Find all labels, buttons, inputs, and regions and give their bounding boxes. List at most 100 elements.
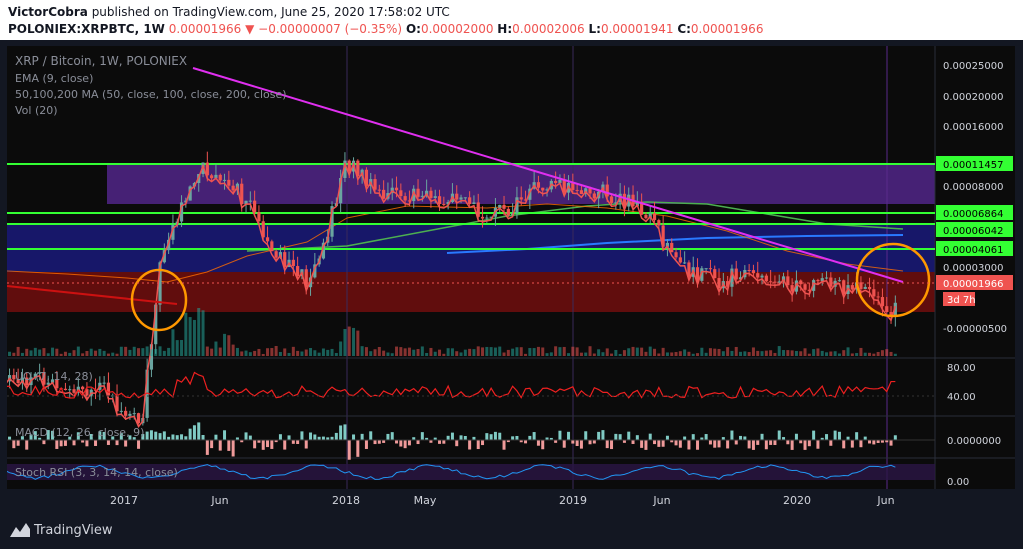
macd-bar: [807, 440, 811, 447]
volume-bar: [33, 347, 37, 356]
volume-bar: [42, 348, 46, 356]
volume-bar: [429, 347, 433, 356]
macd-bar: [588, 440, 592, 445]
macd-bar: [863, 436, 867, 440]
macd-bar: [485, 433, 489, 440]
volume-bar: [382, 350, 386, 356]
macd-bar: [575, 440, 579, 447]
volume-bar: [777, 346, 781, 356]
price-axis-label: 0.00020000: [943, 92, 1003, 103]
candle-body: [244, 200, 248, 205]
candle-body: [536, 182, 541, 188]
tradingview-logo-icon[interactable]: [10, 521, 30, 539]
volume-bar: [756, 350, 760, 356]
volume-bar: [515, 347, 519, 356]
price-axis[interactable]: 0.00025000 0.00020000 0.00016000 0.00011457…: [936, 61, 1013, 335]
candle-body: [343, 160, 347, 179]
volume-bar: [511, 348, 515, 356]
volume-bar: [304, 349, 308, 356]
macd-bar: [274, 440, 278, 443]
macd-bar: [171, 434, 175, 440]
macd-bar: [29, 434, 33, 440]
macd-bar: [98, 431, 102, 440]
macd-bar: [498, 432, 502, 440]
macd-bar: [197, 422, 201, 440]
volume-bar: [468, 348, 472, 356]
macd-bar: [635, 435, 639, 440]
price-axis-label: -0.00000500: [943, 324, 1007, 335]
macd-bar: [309, 432, 313, 440]
price-axis-label: 0.00011457: [943, 160, 1003, 171]
macd-bar: [188, 428, 192, 440]
price-axis-label: 0.00003000: [943, 263, 1003, 274]
volume-bar: [588, 346, 592, 356]
macd-bar: [597, 431, 601, 440]
macd-bar: [38, 437, 42, 440]
macd-bar: [734, 440, 738, 445]
candle-body: [756, 273, 760, 278]
low-label: L:: [588, 22, 601, 36]
volume-bar: [399, 347, 403, 356]
highlight-circle-2017: [130, 268, 188, 332]
macd-bar: [515, 435, 519, 440]
volume-bar: [416, 349, 420, 356]
macd-bar: [545, 437, 549, 440]
macd-bar: [304, 440, 308, 449]
volume-bar: [235, 347, 239, 356]
volume-bar: [812, 349, 816, 356]
macd-bar: [859, 440, 863, 448]
volume-bar: [369, 351, 373, 356]
volume-bar: [115, 353, 119, 356]
volume-bar: [171, 329, 175, 356]
volume-bar: [85, 350, 89, 356]
macd-bar: [395, 440, 399, 444]
macd-bar: [726, 440, 730, 449]
candle-body: [790, 285, 794, 292]
volume-bar: [321, 348, 325, 356]
macd-bar: [89, 434, 93, 440]
volume-bar: [317, 352, 321, 356]
candle-body: [377, 189, 381, 191]
macd-bar: [167, 436, 171, 440]
macd-bar: [352, 434, 356, 440]
candle-body: [489, 216, 493, 218]
volume-bar: [158, 346, 162, 356]
macd-bar: [627, 431, 631, 440]
candle-body: [730, 268, 734, 287]
candle-body: [824, 277, 829, 279]
volume-bar: [850, 353, 854, 356]
candle-body: [558, 179, 562, 183]
close-price-line: [0, 161, 897, 429]
candle-body: [829, 277, 833, 287]
candle-body: [68, 389, 72, 391]
author-name[interactable]: VictorCobra: [8, 5, 88, 19]
volume-bar: [111, 352, 115, 356]
candle-body: [270, 241, 274, 252]
macd-bar: [670, 440, 674, 443]
countdown-badge: [943, 292, 975, 306]
volume-bar: [124, 346, 128, 356]
volume-bar: [717, 348, 721, 356]
candle-body: [876, 296, 880, 298]
candle-body: [708, 268, 713, 270]
candle-body: [85, 389, 89, 397]
macd-bar: [739, 435, 743, 440]
price-label-badge: [936, 222, 1013, 237]
price-chart[interactable]: XRP / Bitcoin, 1W, POLONIEX EMA (9, clos…: [0, 46, 1015, 489]
open-value: 0.00002000: [420, 22, 494, 36]
candle-body: [55, 379, 59, 389]
down-arrow-icon: ▼: [245, 22, 255, 36]
macd-bar: [584, 431, 588, 440]
macd-bar: [459, 435, 463, 440]
price-label-badge: [936, 241, 1013, 256]
candle-body: [794, 280, 799, 292]
macd-bar: [106, 440, 110, 445]
volume-bar: [227, 335, 231, 356]
brand-name[interactable]: TradingView: [34, 523, 113, 538]
volume-bar: [412, 349, 416, 356]
macd-bar: [162, 431, 166, 440]
chart-area[interactable]: XRP / Bitcoin, 1W, POLONIEX EMA (9, clos…: [0, 46, 1015, 489]
time-axis[interactable]: 2017 Jun 2018 May 2019 Jun 2020 Jun: [0, 489, 1023, 511]
macd-bar: [175, 435, 179, 440]
candle-body: [717, 278, 721, 289]
